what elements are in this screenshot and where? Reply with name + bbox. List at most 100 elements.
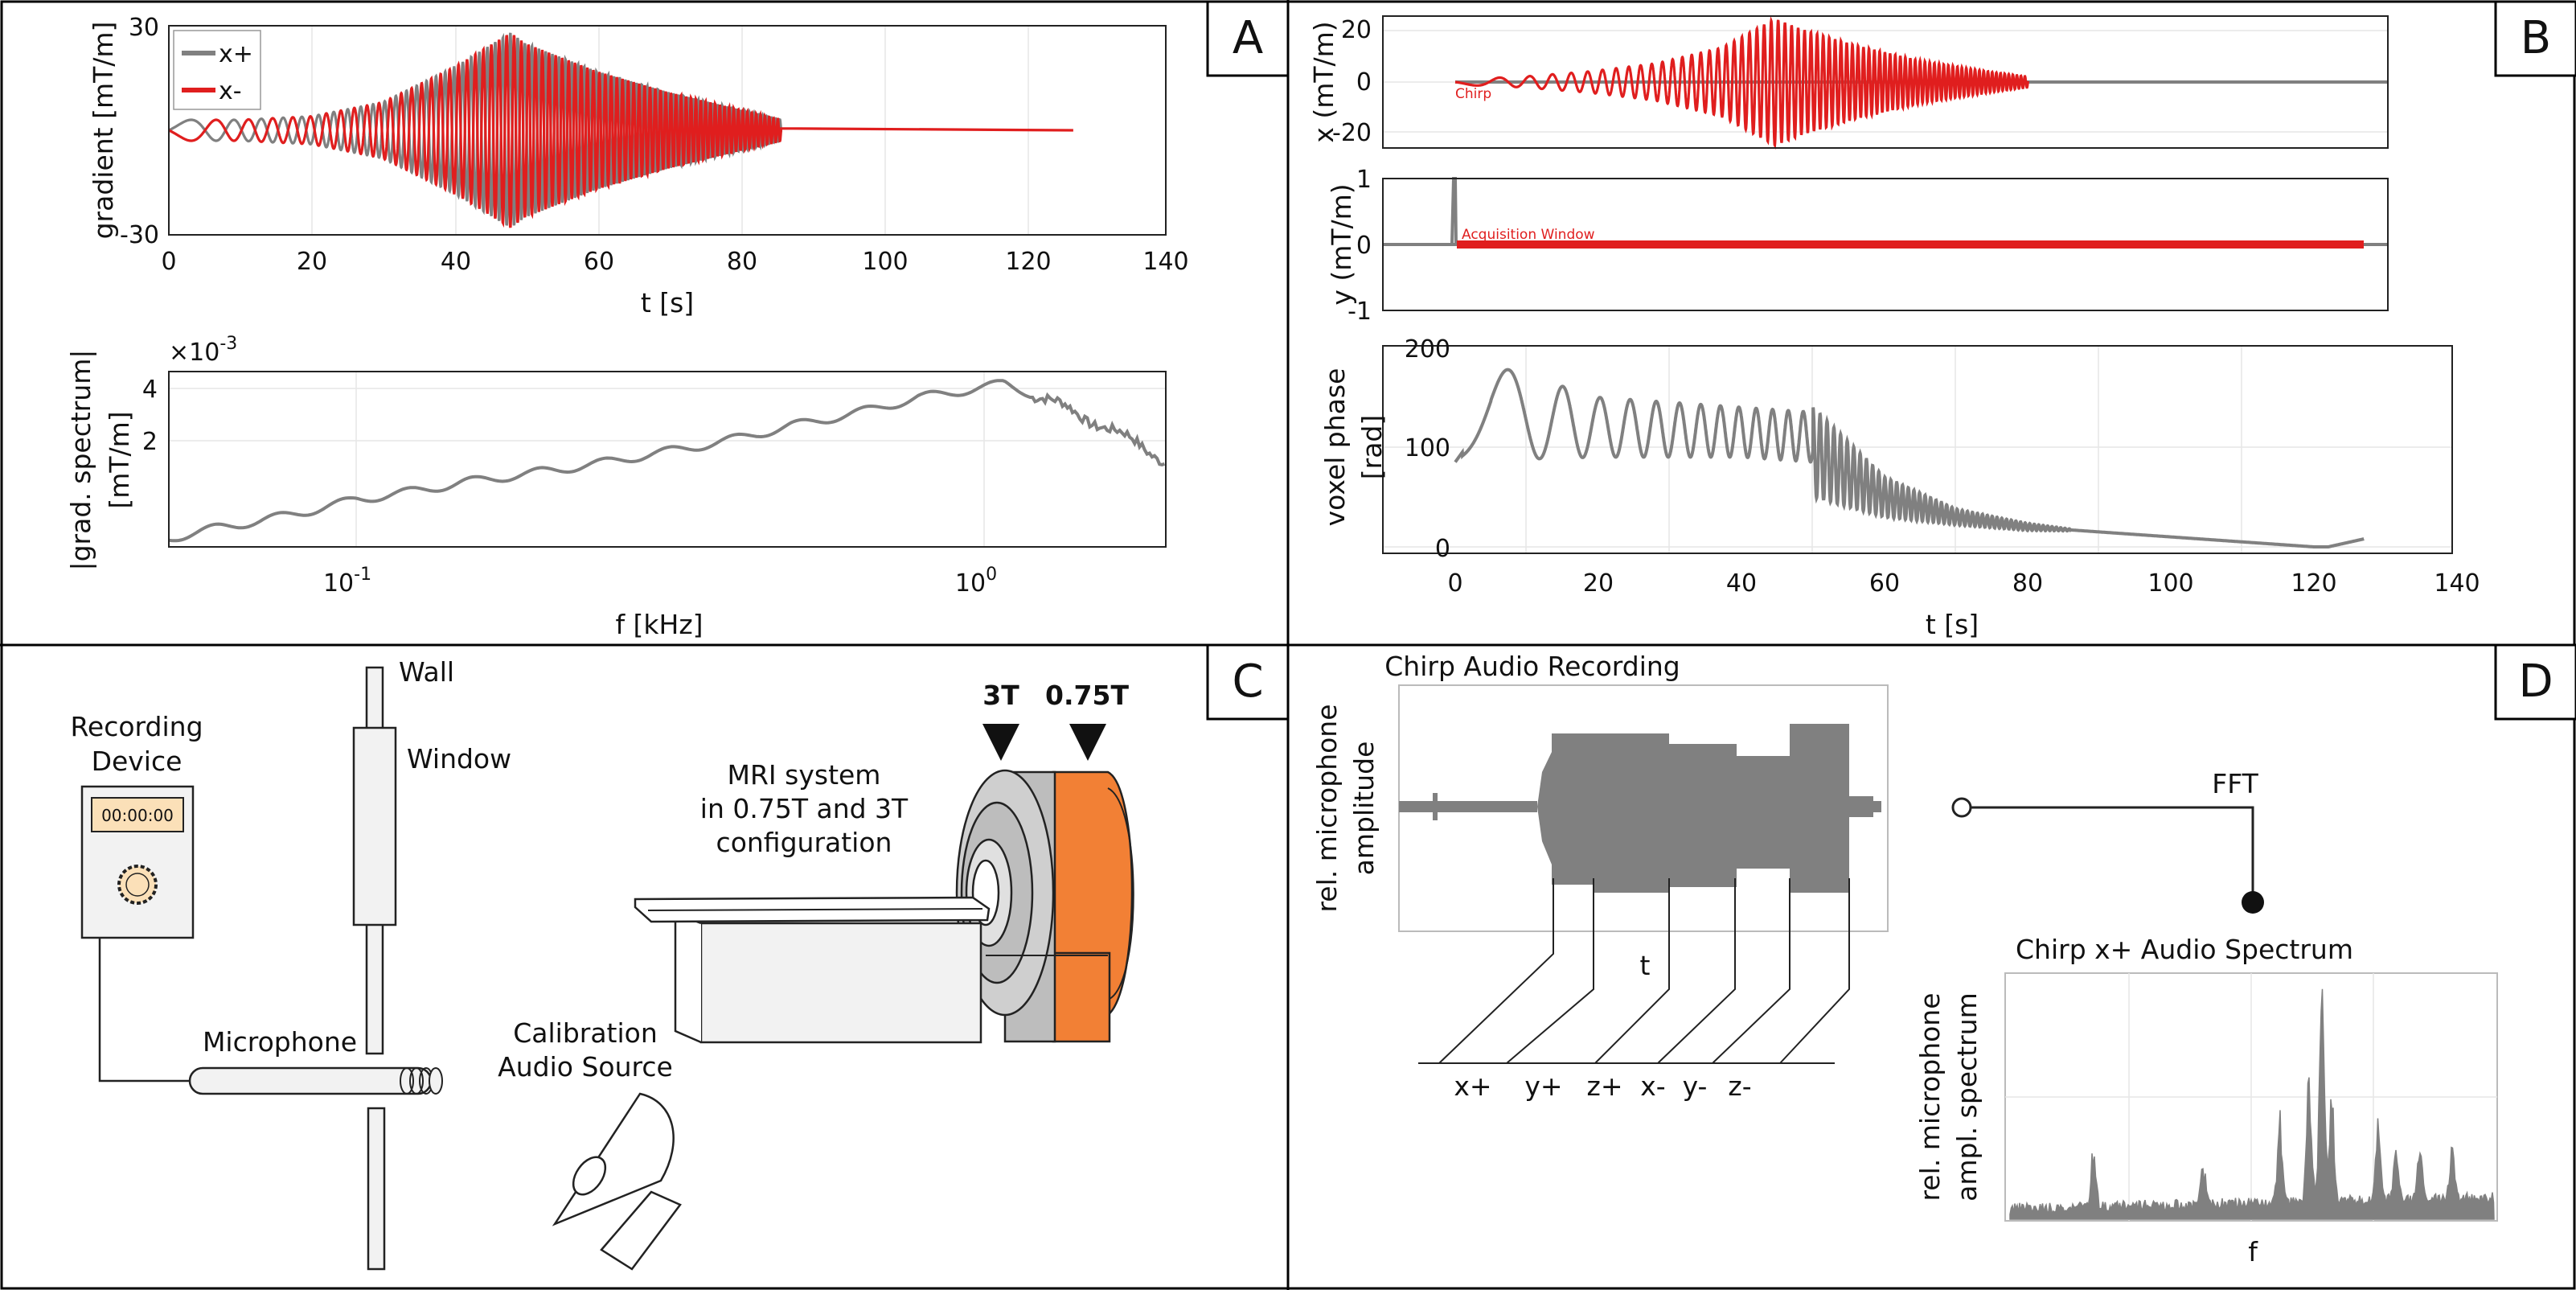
label-3t: 3T [982, 680, 1019, 711]
svg-text:140: 140 [1142, 248, 1188, 276]
b-phase-axes [1382, 345, 2453, 554]
svg-text:20: 20 [1583, 569, 1614, 598]
svg-text:120: 120 [2291, 569, 2336, 598]
recording-display [91, 797, 184, 832]
b-y-ytick-minus1: -1 [1347, 298, 1372, 326]
b-x-ytick-0: 0 [1356, 68, 1372, 97]
a-top-axes [168, 25, 1167, 236]
svg-text:100: 100 [2147, 569, 2193, 598]
a-bottom-ylabel-1: |grad. spectrum| [65, 349, 96, 570]
b-phase-xlabel: t [s] [1926, 609, 1979, 640]
a-top-ytick-minus30: -30 [120, 221, 159, 249]
recording-timer: 00:00:00 [101, 806, 174, 825]
svg-text:100: 100 [862, 248, 908, 276]
wall-label: Wall [399, 656, 454, 688]
panel-b-x-plot: Chirp 20 0 -20 x (mT/m) [1308, 15, 2389, 150]
a-bottom-ylabel-2: [mT/m] [104, 411, 135, 508]
svg-text:80: 80 [727, 248, 757, 276]
svg-text:20: 20 [297, 248, 327, 276]
b-phase-ytick-0: 0 [1435, 535, 1450, 563]
d-segment-y-plus: y+ [1524, 1070, 1562, 1102]
b-x-ytick-minus20: -20 [1332, 119, 1372, 147]
mri-label-3: configuration [716, 827, 892, 858]
b-x-ylabel: x (mT/m) [1308, 21, 1339, 142]
panel-a-badge [1206, 0, 1290, 77]
a-top-xlabel: t [s] [641, 287, 694, 318]
svg-text:0: 0 [161, 248, 176, 276]
svg-text:60: 60 [584, 248, 614, 276]
b-phase-line [1454, 368, 2365, 548]
panel-a-gradient-plot: 30 -30 0 20 40 60 80 100 120 140 t [s] g… [88, 14, 1189, 318]
d-rec-ylabel-2: amplitude [1348, 742, 1380, 876]
a-top-xticks: 0 20 40 60 80 100 120 140 [161, 248, 1188, 276]
a-bottom-ytick-4: 4 [142, 376, 158, 404]
b-phase-ylabel-1: voxel phase [1319, 368, 1351, 527]
window [352, 726, 397, 926]
fft-connector [1962, 806, 2254, 901]
a-bottom-xtick-0p1: 10-1 [323, 565, 371, 598]
d-spectrum-line [2009, 988, 2495, 1220]
speaker-icon [552, 1092, 682, 1271]
recording-device-label-1: Recording [70, 711, 203, 742]
b-phase-ytick-100: 100 [1405, 434, 1450, 462]
a-top-ylabel: gradient [mT/m] [88, 22, 119, 240]
b-y-acquisition-annotation: Acquisition Window [1462, 227, 1595, 243]
b-phase-ylabel-2: [rad] [1356, 415, 1388, 480]
svg-text:140: 140 [2434, 569, 2480, 598]
b-x-chirp-line [1454, 15, 2029, 150]
panel-b-badge [2494, 0, 2576, 77]
d-rec-ylabel-1: rel. microphone [1311, 704, 1343, 912]
b-y-spike [1450, 177, 1458, 245]
d-spec-ylabel-1: rel. microphone [1914, 992, 1946, 1201]
microphone-icon [188, 1066, 433, 1095]
a-top-ytick-30: 30 [129, 14, 159, 42]
a-series-x-plus [168, 32, 783, 226]
svg-text:40: 40 [1726, 569, 1757, 598]
panel-d-badge [2494, 643, 2576, 721]
b-x-chirp-annotation: Chirp [1455, 86, 1491, 102]
a-bottom-xtick-1: 100 [955, 565, 997, 598]
microphone-label: Microphone [203, 1026, 357, 1058]
panel-b-letter: B [2521, 12, 2551, 64]
panel-d-letter: D [2518, 655, 2553, 708]
b-phase-grid [1383, 346, 2452, 553]
b-x-axes [1382, 15, 2389, 149]
panel-d-recording: Chirp Audio Recording t rel. microphone … [1311, 651, 2498, 1267]
d-segment-z-minus: z- [1728, 1070, 1751, 1102]
fft-start-dot-icon [1951, 797, 1972, 818]
svg-text:120: 120 [1005, 248, 1051, 276]
d-spec-title: Chirp x+ Audio Spectrum [2016, 934, 2353, 965]
b-y-axes [1382, 178, 2389, 311]
panel-c-badge [1206, 643, 1290, 721]
arrow-3t-icon [982, 724, 1019, 761]
d-spec-ylabel-2: ampl. spectrum [1951, 992, 1983, 1202]
legend-label-x-minus: x- [219, 77, 242, 105]
d-segment-x-minus: x- [1640, 1070, 1665, 1102]
svg-text:40: 40 [441, 248, 471, 276]
d-rec-waveform [1399, 724, 1881, 893]
d-segment-y-minus: y- [1683, 1070, 1708, 1102]
panel-b-phase-plot: 200 100 0 0 20 40 60 80 100 120 140 t [s… [1319, 335, 2480, 640]
d-segment-x-plus: x+ [1454, 1070, 1491, 1102]
a-legend: x+ x- [173, 30, 261, 110]
fft-label: FFT [2212, 768, 2258, 799]
panel-c-letter: C [1232, 655, 1263, 708]
d-segment-z-plus: z+ [1587, 1070, 1623, 1102]
panel-c-setup: Wall Window Recording Device 00:00:00 Mi… [70, 656, 1134, 1271]
d-rec-t-label: t [1640, 950, 1651, 981]
b-y-ytick-1: 1 [1356, 166, 1372, 194]
b-x-ytick-20: 20 [1341, 16, 1372, 44]
mri-label-1: MRI system [728, 759, 881, 791]
window-label: Window [407, 743, 511, 774]
microphone-cable [98, 938, 193, 1083]
b-y-ytick-0: 0 [1356, 232, 1372, 260]
a-series-x-minus [168, 35, 1073, 228]
calibration-label-1: Calibration [513, 1017, 658, 1049]
svg-text:60: 60 [1869, 569, 1900, 598]
b-phase-xticks: 0 20 40 60 80 100 120 140 [1447, 569, 2480, 598]
wall-lower [367, 1107, 386, 1271]
panel-a-spectrum-plot: ×10-3 4 2 10-1 100 f [kHz] |grad. spectr… [65, 334, 1167, 640]
label-075t: 0.75T [1045, 680, 1129, 711]
